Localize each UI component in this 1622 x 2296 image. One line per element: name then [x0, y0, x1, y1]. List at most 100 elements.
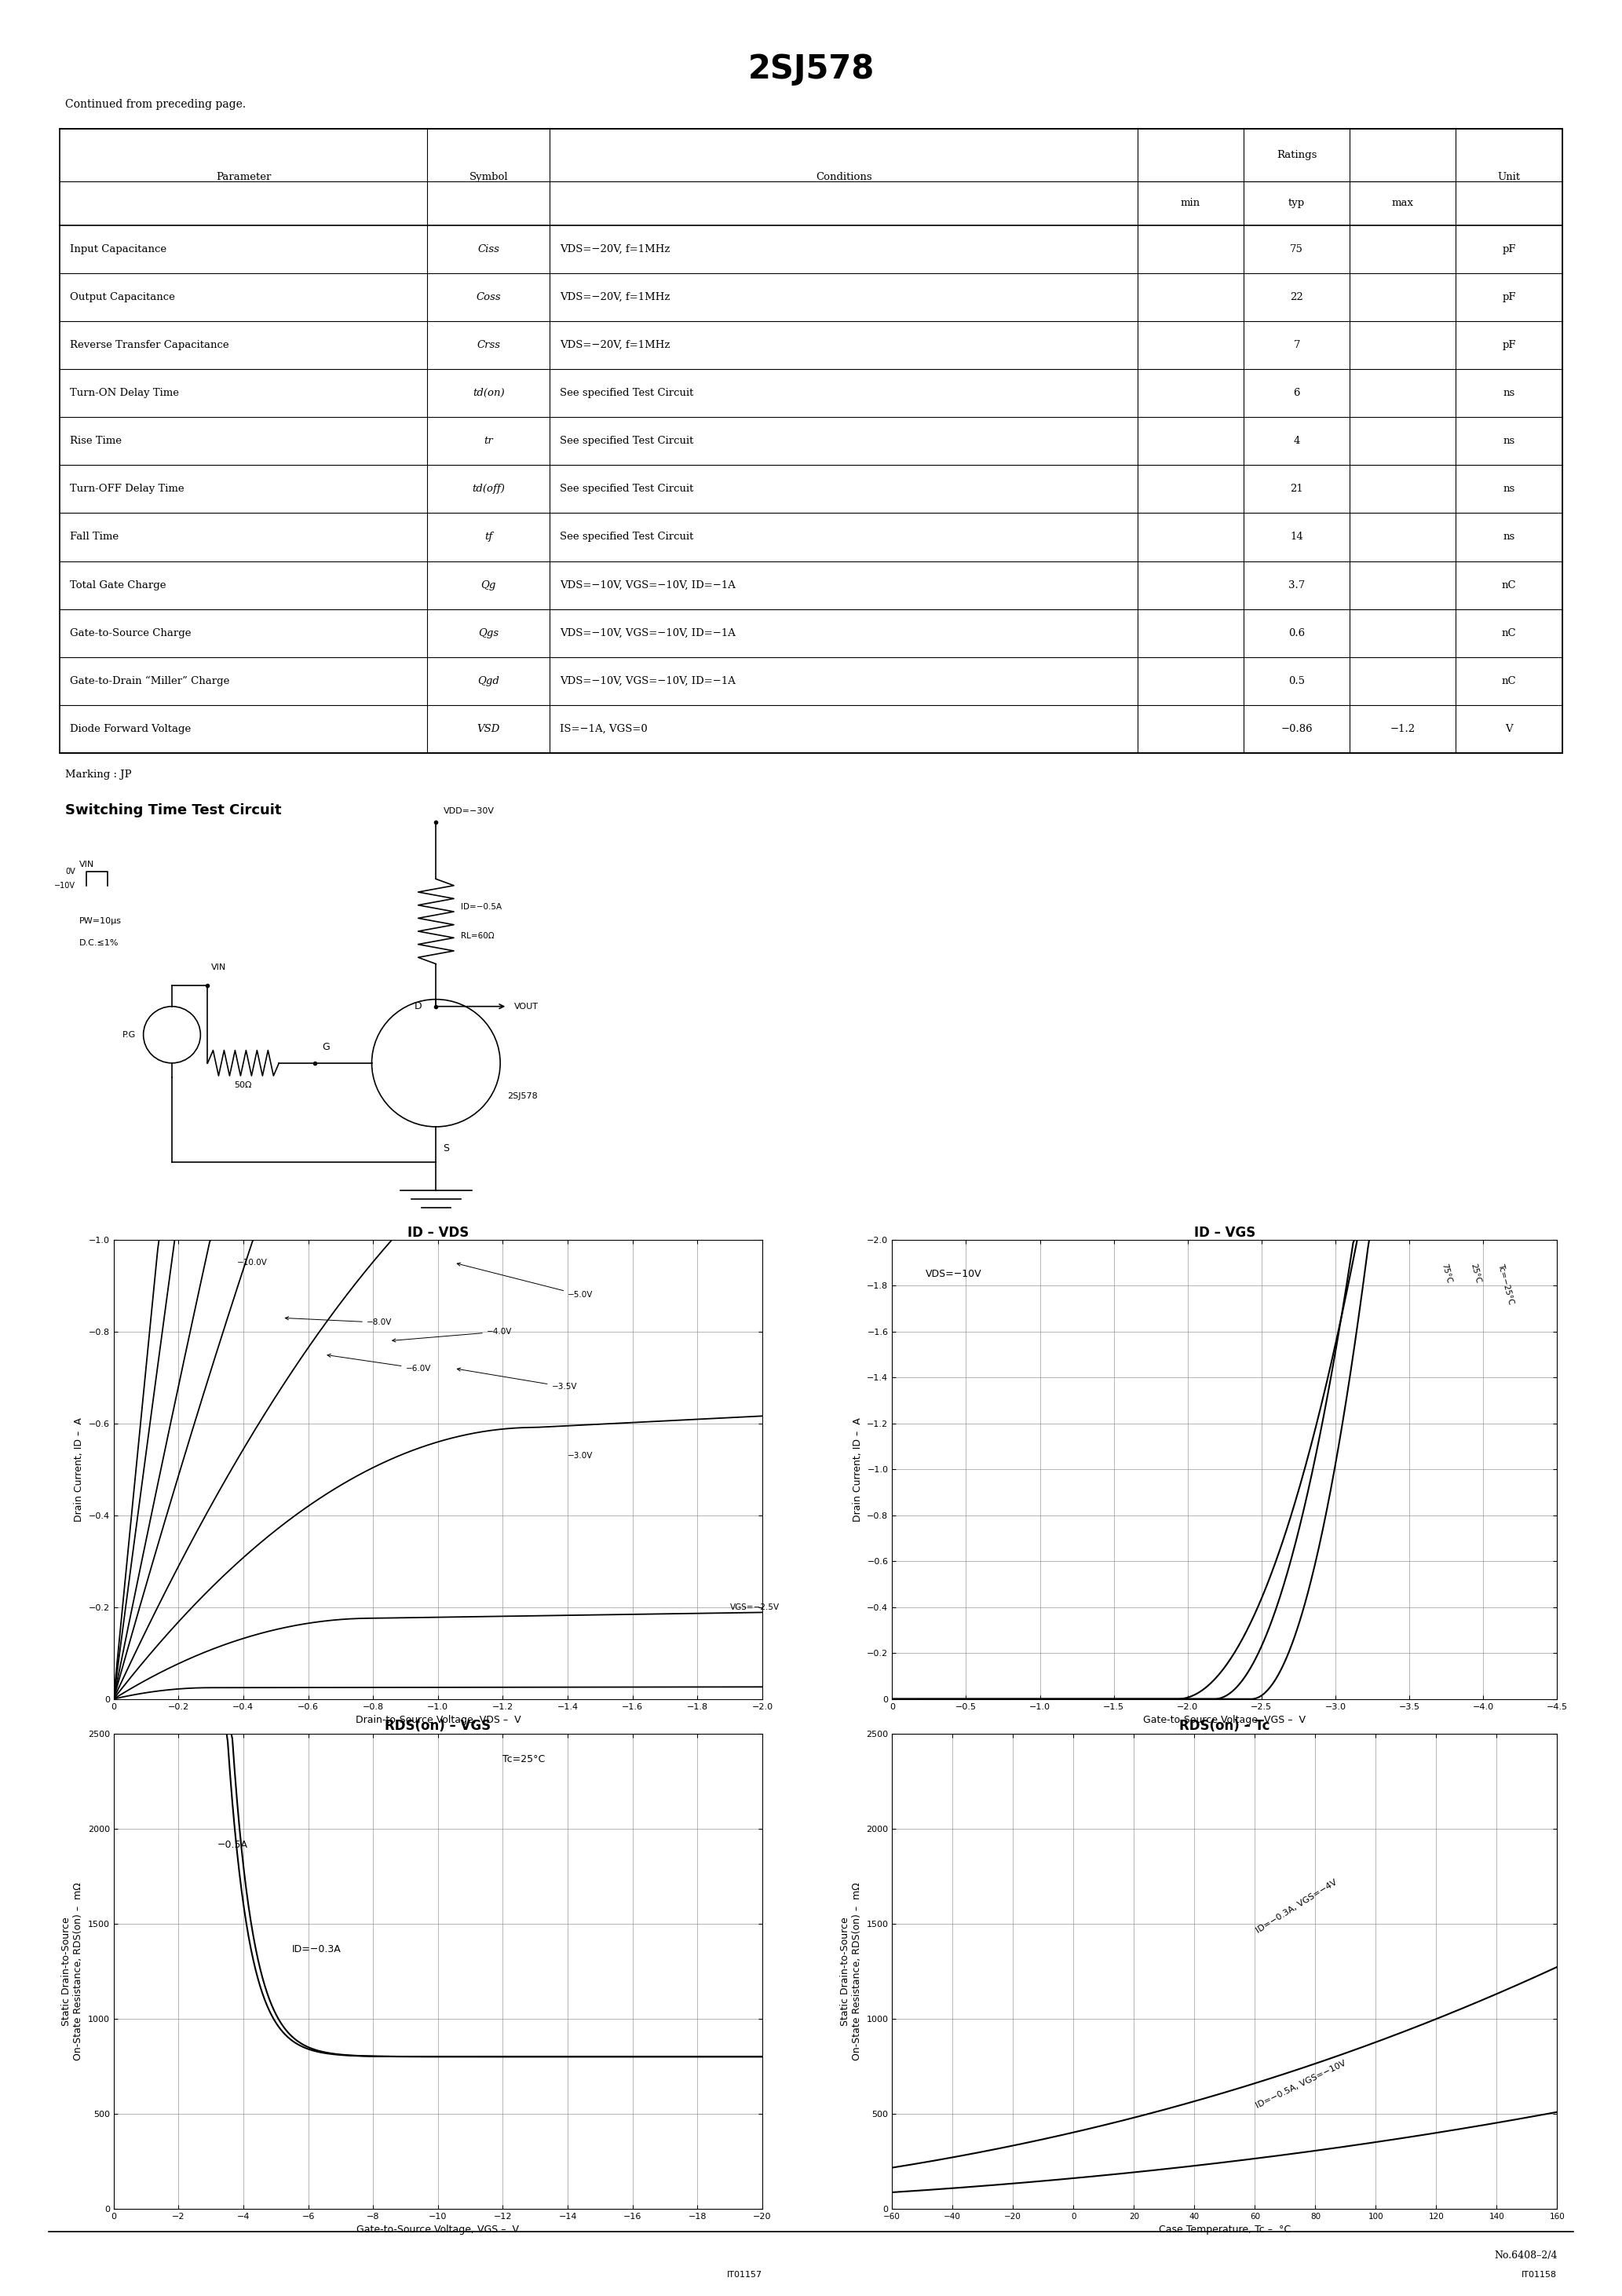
Text: −0.86: −0.86: [1281, 723, 1312, 735]
Text: td(off): td(off): [472, 484, 504, 494]
Text: Gate-to-Drain “Miller” Charge: Gate-to-Drain “Miller” Charge: [70, 675, 229, 687]
Text: VDS=−10V, VGS=−10V, ID=−1A: VDS=−10V, VGS=−10V, ID=−1A: [560, 675, 735, 687]
Title: ID – VDS: ID – VDS: [407, 1226, 469, 1240]
Text: Input Capacitance: Input Capacitance: [70, 243, 167, 255]
Text: P.G: P.G: [123, 1031, 136, 1038]
Text: RL=60Ω: RL=60Ω: [461, 932, 495, 939]
Y-axis label: Drain Current, ID –  A: Drain Current, ID – A: [853, 1417, 863, 1522]
Text: −8.0V: −8.0V: [285, 1316, 393, 1327]
Text: VDS=−10V: VDS=−10V: [926, 1270, 981, 1279]
Text: Output Capacitance: Output Capacitance: [70, 292, 175, 303]
Text: Crss: Crss: [477, 340, 500, 349]
Y-axis label: Drain Current, ID –  A: Drain Current, ID – A: [75, 1417, 84, 1522]
Text: nC: nC: [1502, 581, 1517, 590]
Text: Ratings: Ratings: [1277, 149, 1317, 161]
Text: Reverse Transfer Capacitance: Reverse Transfer Capacitance: [70, 340, 229, 349]
Y-axis label: Static Drain-to-Source
On-State Resistance, RDS(on) –  mΩ: Static Drain-to-Source On-State Resistan…: [62, 1883, 83, 2060]
Text: Fall Time: Fall Time: [70, 533, 118, 542]
Text: VIN: VIN: [79, 861, 94, 868]
Text: 6: 6: [1293, 388, 1299, 397]
Text: min: min: [1181, 197, 1200, 209]
Text: D.C.≤1%: D.C.≤1%: [79, 939, 118, 946]
Text: 14: 14: [1289, 533, 1302, 542]
Text: Rise Time: Rise Time: [70, 436, 122, 445]
Text: pF: pF: [1502, 340, 1517, 349]
Text: Tc=25°C: Tc=25°C: [503, 1754, 545, 1763]
Text: −1.2: −1.2: [1390, 723, 1416, 735]
Text: ns: ns: [1504, 388, 1515, 397]
Text: max: max: [1392, 197, 1414, 209]
Text: 25°C: 25°C: [1470, 1263, 1483, 1283]
Title: RDS(on) – VGS: RDS(on) – VGS: [384, 1720, 491, 1733]
Y-axis label: Static Drain-to-Source
On-State Resistance, RDS(on) –  mΩ: Static Drain-to-Source On-State Resistan…: [840, 1883, 861, 2060]
Text: −5.0V: −5.0V: [457, 1263, 594, 1300]
Text: ns: ns: [1504, 484, 1515, 494]
Text: −6.0V: −6.0V: [328, 1355, 431, 1373]
Text: 2SJ578: 2SJ578: [508, 1093, 539, 1100]
Text: VOUT: VOUT: [514, 1003, 539, 1010]
Text: Tc=−25°C: Tc=−25°C: [1495, 1263, 1515, 1306]
Text: VDS=−10V, VGS=−10V, ID=−1A: VDS=−10V, VGS=−10V, ID=−1A: [560, 581, 735, 590]
Text: pF: pF: [1502, 292, 1517, 303]
Text: No.6408–2/4: No.6408–2/4: [1494, 2250, 1557, 2259]
Text: 0.5: 0.5: [1288, 675, 1306, 687]
Text: Parameter: Parameter: [216, 172, 271, 181]
Text: VDS=−10V, VGS=−10V, ID=−1A: VDS=−10V, VGS=−10V, ID=−1A: [560, 629, 735, 638]
Text: ID=−0.3A, VGS=−4V: ID=−0.3A, VGS=−4V: [1255, 1878, 1338, 1936]
Text: VDS=−20V, f=1MHz: VDS=−20V, f=1MHz: [560, 292, 670, 303]
Text: Qgd: Qgd: [477, 675, 500, 687]
Title: RDS(on) – Tc: RDS(on) – Tc: [1179, 1720, 1270, 1733]
Text: Qgs: Qgs: [478, 629, 500, 638]
Text: tr: tr: [483, 436, 493, 445]
Text: See specified Test Circuit: See specified Test Circuit: [560, 484, 693, 494]
Text: IT01158: IT01158: [1521, 2271, 1557, 2278]
Text: Ciss: Ciss: [477, 243, 500, 255]
Text: 0.6: 0.6: [1288, 629, 1306, 638]
X-axis label: Gate-to-Source Voltage, VGS –  V: Gate-to-Source Voltage, VGS – V: [357, 2225, 519, 2234]
Text: Switching Time Test Circuit: Switching Time Test Circuit: [65, 804, 281, 817]
Text: IS=−1A, VGS=0: IS=−1A, VGS=0: [560, 723, 647, 735]
Text: ns: ns: [1504, 533, 1515, 542]
Text: Turn-ON Delay Time: Turn-ON Delay Time: [70, 388, 178, 397]
Text: Conditions: Conditions: [816, 172, 871, 181]
Text: tf: tf: [485, 533, 493, 542]
Text: ID=−0.5A, VGS=−10V: ID=−0.5A, VGS=−10V: [1255, 2060, 1348, 2110]
Text: Symbol: Symbol: [469, 172, 508, 181]
Text: VGS=−2.5V: VGS=−2.5V: [730, 1603, 780, 1612]
Text: −3.5V: −3.5V: [457, 1368, 577, 1391]
Text: td(on): td(on): [472, 388, 504, 397]
Text: ID=−0.5A: ID=−0.5A: [461, 902, 501, 912]
Text: typ: typ: [1288, 197, 1306, 209]
Text: S: S: [443, 1143, 449, 1153]
Text: Unit: Unit: [1497, 172, 1520, 181]
Text: VDD=−30V: VDD=−30V: [443, 808, 495, 815]
Text: nC: nC: [1502, 675, 1517, 687]
Text: 3.7: 3.7: [1288, 581, 1306, 590]
Text: −10V: −10V: [55, 882, 76, 891]
Text: Total Gate Charge: Total Gate Charge: [70, 581, 165, 590]
Text: VDS=−20V, f=1MHz: VDS=−20V, f=1MHz: [560, 340, 670, 349]
Text: Marking : JP: Marking : JP: [65, 769, 131, 778]
Text: See specified Test Circuit: See specified Test Circuit: [560, 388, 693, 397]
Text: Qg: Qg: [482, 581, 496, 590]
Text: IT01156: IT01156: [1521, 1759, 1557, 1766]
Text: −0.5A: −0.5A: [217, 1839, 248, 1851]
Text: See specified Test Circuit: See specified Test Circuit: [560, 533, 693, 542]
Text: 22: 22: [1289, 292, 1302, 303]
Text: 75: 75: [1289, 243, 1304, 255]
Text: −4.0V: −4.0V: [393, 1327, 513, 1341]
Title: ID – VGS: ID – VGS: [1194, 1226, 1255, 1240]
Text: VIN: VIN: [211, 962, 227, 971]
Text: 50Ω: 50Ω: [235, 1081, 251, 1088]
Text: V: V: [1505, 723, 1513, 735]
X-axis label: Gate-to-Source Voltage, VGS –  V: Gate-to-Source Voltage, VGS – V: [1144, 1715, 1306, 1724]
Text: PW=10μs: PW=10μs: [79, 918, 122, 925]
Text: ns: ns: [1504, 436, 1515, 445]
Text: G: G: [321, 1042, 329, 1052]
Text: Gate-to-Source Charge: Gate-to-Source Charge: [70, 629, 191, 638]
Text: Turn-OFF Delay Time: Turn-OFF Delay Time: [70, 484, 183, 494]
X-axis label: Drain-to-Source Voltage, VDS –  V: Drain-to-Source Voltage, VDS – V: [355, 1715, 521, 1724]
Text: Diode Forward Voltage: Diode Forward Voltage: [70, 723, 191, 735]
Text: 0V: 0V: [65, 868, 76, 875]
Text: 2SJ578: 2SJ578: [748, 53, 874, 85]
